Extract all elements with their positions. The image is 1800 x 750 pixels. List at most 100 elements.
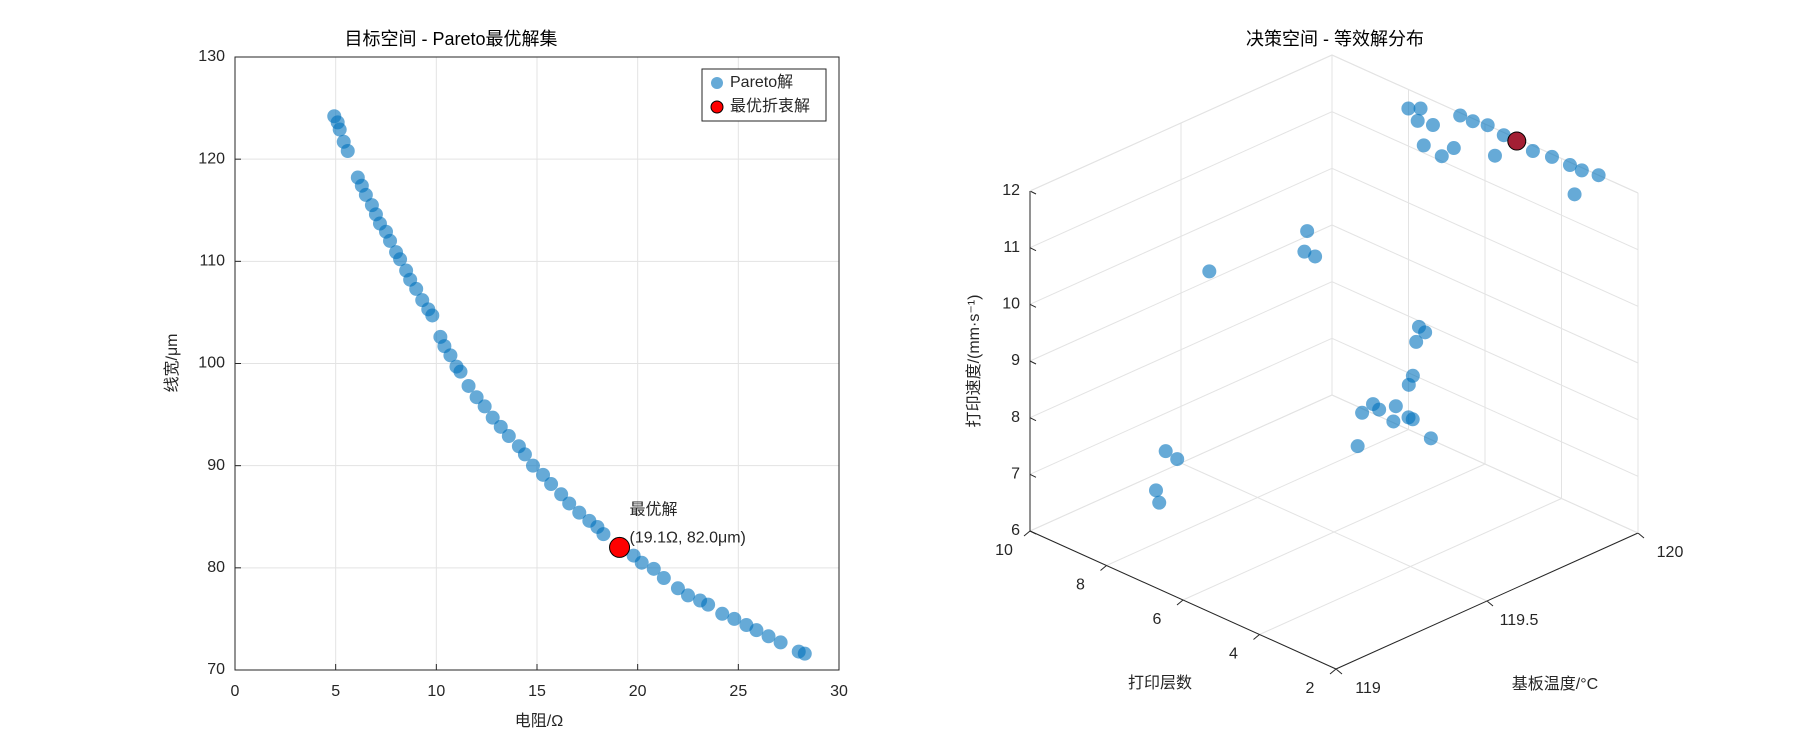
point xyxy=(1574,163,1589,178)
point xyxy=(1308,249,1323,264)
point xyxy=(715,606,730,621)
x-tick-label: 20 xyxy=(629,683,647,700)
x-axis-label: 基板温度/°C xyxy=(1512,675,1598,693)
grid-line xyxy=(1029,224,1333,362)
y-tick-label: 130 xyxy=(198,48,225,65)
axis-line xyxy=(1335,532,1639,670)
z-tick-label: 12 xyxy=(1002,182,1020,199)
grid-line xyxy=(1331,394,1639,534)
y-axis-label: 打印层数 xyxy=(1128,674,1192,692)
point xyxy=(1202,264,1217,279)
point xyxy=(727,611,742,626)
y-tick-label: 10 xyxy=(995,542,1013,559)
point xyxy=(1386,414,1401,429)
grid-line xyxy=(1029,337,1333,475)
point xyxy=(681,588,695,603)
point xyxy=(1507,131,1527,151)
point xyxy=(485,410,500,425)
point xyxy=(393,252,408,267)
point xyxy=(1496,128,1511,143)
point xyxy=(1297,244,1312,259)
point xyxy=(646,561,661,576)
point xyxy=(536,467,551,482)
point xyxy=(1350,439,1365,454)
point xyxy=(1372,402,1387,417)
point xyxy=(443,348,458,363)
point xyxy=(1465,114,1480,129)
z-axis-label: 打印速度/(mm·s⁻¹) xyxy=(965,295,983,428)
x-tick-label: 0 xyxy=(231,683,240,700)
grid-line xyxy=(1331,337,1639,477)
point xyxy=(1410,113,1425,128)
point xyxy=(1425,118,1440,133)
point xyxy=(1152,495,1167,510)
z-tick-label: 7 xyxy=(1011,466,1020,483)
z-tick-label: 9 xyxy=(1011,352,1020,369)
point xyxy=(1446,141,1461,156)
y-tick-label: 90 xyxy=(207,457,225,474)
point xyxy=(1300,224,1315,239)
grid-line xyxy=(1029,167,1333,305)
point xyxy=(501,429,516,444)
y-tick-label: 100 xyxy=(198,355,225,372)
point xyxy=(609,536,631,558)
z-tick-label: 8 xyxy=(1011,409,1020,426)
point xyxy=(1418,325,1433,340)
y-tick-label: 4 xyxy=(1229,646,1238,663)
tick-mark xyxy=(1029,190,1037,195)
tick-mark xyxy=(1329,668,1337,675)
grid-line xyxy=(1259,498,1562,635)
y-tick-label: 120 xyxy=(198,150,225,167)
y-tick-label: 8 xyxy=(1076,577,1085,594)
point xyxy=(544,477,559,492)
point xyxy=(761,629,776,644)
plot-frame xyxy=(234,56,840,671)
legend-label: 最优折衷解 xyxy=(730,97,810,115)
y-axis-label: 线宽/μm xyxy=(163,334,181,393)
legend-marker xyxy=(710,100,724,114)
z-tick-label: 10 xyxy=(1002,296,1020,313)
x-axis-label: 电阻/Ω xyxy=(515,712,563,730)
x-tick-label: 15 xyxy=(528,683,546,700)
point xyxy=(749,623,764,638)
grid-line xyxy=(1331,224,1639,364)
tick-mark xyxy=(1029,303,1037,308)
legend-label: Pareto解 xyxy=(730,73,793,91)
x-tick-label: 25 xyxy=(729,683,747,700)
annotation: 最优解 xyxy=(630,501,678,519)
grid-line xyxy=(1331,111,1639,251)
chart-title: 决策空间 - 等效解分布 xyxy=(1246,29,1424,49)
y-tick-label: 80 xyxy=(207,559,225,576)
point xyxy=(1401,377,1416,392)
x-tick-label: 30 xyxy=(830,683,848,700)
point xyxy=(477,399,492,414)
point xyxy=(1416,138,1431,153)
z-tick-label: 6 xyxy=(1011,522,1020,539)
chart-title: 目标空间 - Pareto最优解集 xyxy=(344,29,557,49)
grid-line xyxy=(1331,281,1639,421)
annotation: (19.1Ω, 82.0μm) xyxy=(630,530,746,547)
x-tick-label: 10 xyxy=(427,683,445,700)
y-tick-label: 110 xyxy=(199,253,225,270)
point xyxy=(1158,444,1173,459)
point xyxy=(1544,149,1559,164)
tick-mark xyxy=(1637,532,1645,539)
point xyxy=(1388,399,1403,414)
grid-line xyxy=(1182,463,1486,601)
point xyxy=(634,555,649,570)
tick-mark xyxy=(1029,360,1037,365)
z-tick-label: 11 xyxy=(1003,239,1020,256)
point xyxy=(1355,405,1370,420)
tick-mark xyxy=(1253,634,1260,640)
legend-box xyxy=(701,68,827,122)
point xyxy=(797,646,812,661)
grid-line xyxy=(1029,281,1333,419)
point xyxy=(670,581,685,596)
point xyxy=(1405,412,1420,427)
point xyxy=(1480,118,1495,133)
point xyxy=(1487,148,1502,163)
point xyxy=(340,143,355,158)
point xyxy=(1149,483,1164,498)
point xyxy=(461,378,476,393)
